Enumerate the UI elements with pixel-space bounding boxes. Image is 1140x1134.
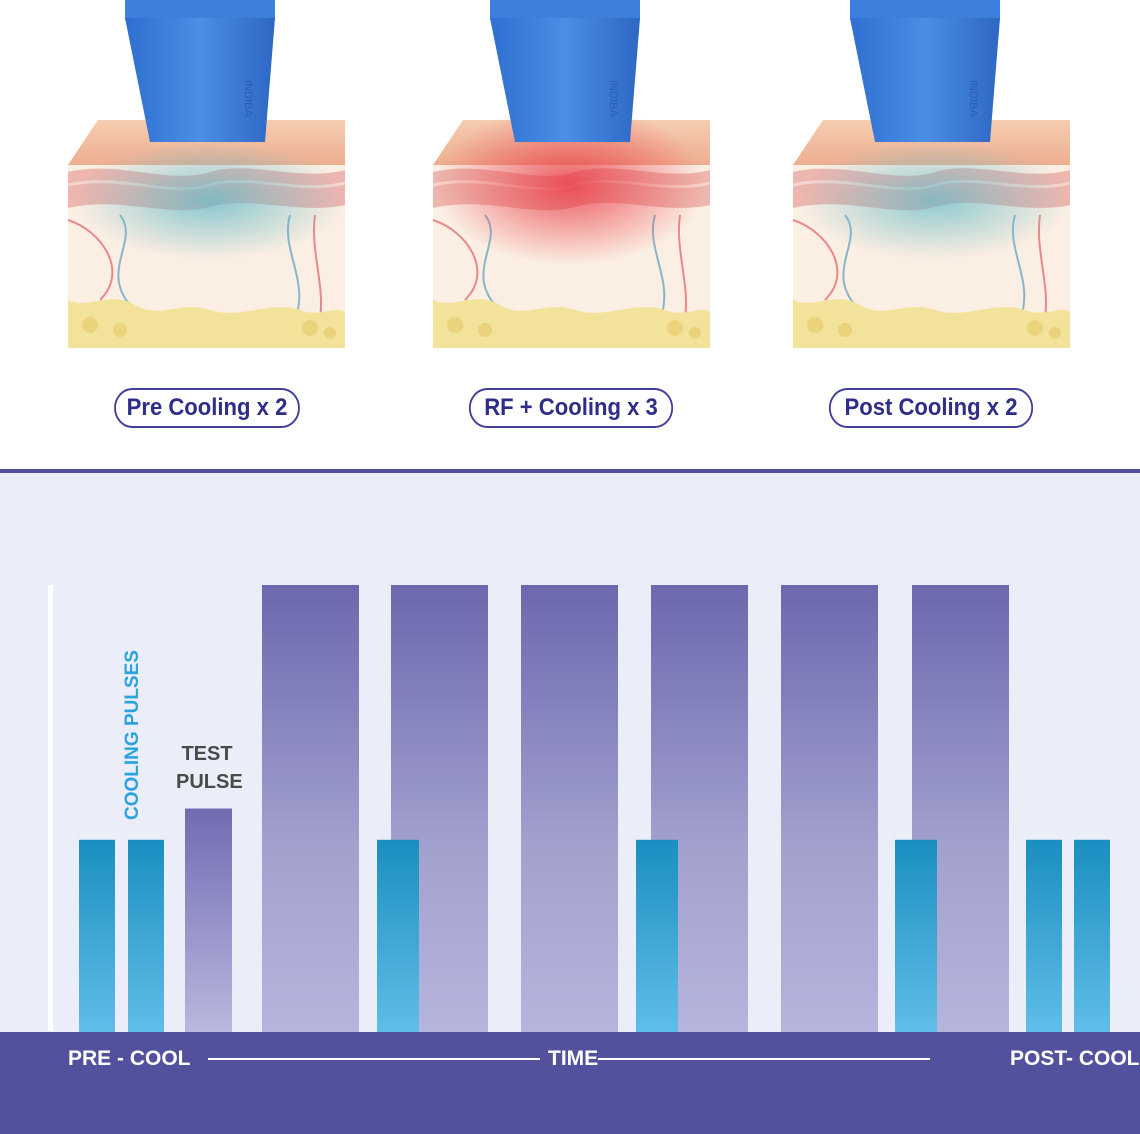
cooling-pulse-bar [79,839,115,1032]
time-axis-bar [0,1032,1140,1134]
pulse-timeline-chart [48,585,1110,1032]
skin-illustration: INDIBA [67,0,346,348]
test-pulse-annotation: TEST PULSE [176,743,243,793]
cooling-pulse-bar [1074,839,1110,1032]
cooling-pulse-bar [377,839,419,1032]
cooling-pulses-annotation: COOLING PULSES [122,650,143,820]
device-brand-text: INDIBA [607,80,619,117]
y-axis-line [48,585,53,1031]
skin-illustration: INDIBA [432,0,711,348]
device-brand-text: INDIBA [242,80,254,117]
skin-illustration: INDIBA [792,0,1071,348]
cooling-pulse-bar [895,839,937,1032]
stage-label-post-cooling: Post Cooling x 2 [828,388,1034,428]
stage-label-rf-cooling: RF + Cooling x 3 [468,388,674,428]
test-pulse-bar [185,808,232,1032]
stage-panel-post-cooling: INDIBA [785,0,1075,360]
time-arrow-line-right [598,1058,930,1060]
device-brand-text: INDIBA [967,80,979,117]
cooling-pulse-bar [1026,839,1062,1032]
section-divider [0,469,1140,473]
stage-label-pre-cooling: Pre Cooling x 2 [114,388,300,428]
rf-pulse-bar [781,585,878,1032]
time-arrow-line-left [208,1058,540,1060]
stage-panel-pre-cooling: INDIBA [60,0,350,360]
post-cool-label: POST- COOL [1010,1047,1140,1070]
cooling-pulse-bar [636,839,678,1032]
rf-pulse-bar [521,585,618,1032]
time-axis-label: TIME [548,1047,599,1070]
stage-panel-rf-cooling: INDIBA [425,0,715,360]
cooling-pulse-bar [128,839,164,1032]
rf-pulse-bar [262,585,359,1032]
pulse-bars [79,585,1110,1032]
pre-cool-label: PRE - COOL [68,1047,191,1070]
